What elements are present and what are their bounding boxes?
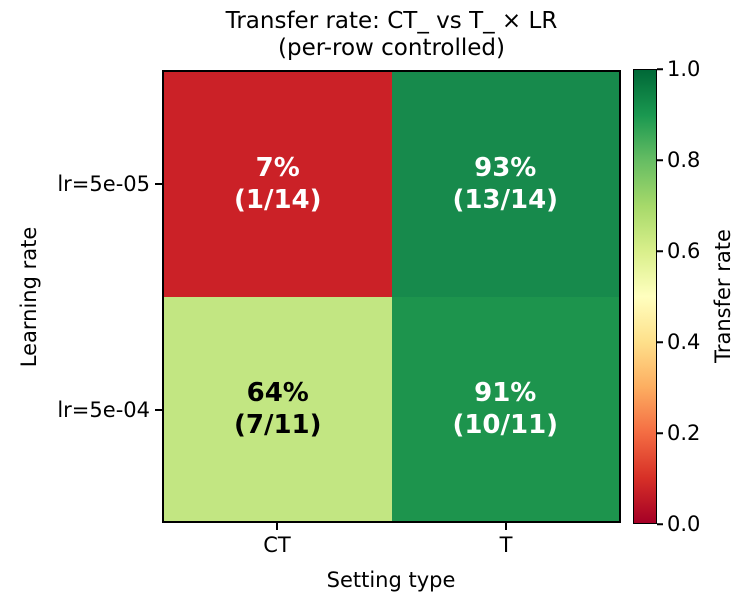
cell-pct: 7%: [255, 153, 300, 184]
chart-title-line2: (per-row controlled): [278, 35, 505, 61]
y-tick-mark: [155, 183, 162, 185]
cell-pct: 91%: [474, 377, 537, 408]
y-tick-label-row0: lr=5e-05: [57, 172, 150, 196]
cell-pct: 64%: [246, 377, 309, 408]
colorbar-tick-label: 0.4: [667, 330, 701, 354]
colorbar-tick-label: 0.8: [667, 148, 701, 172]
colorbar-tick-mark: [657, 250, 663, 252]
colorbar-tick-label: 0.6: [667, 239, 701, 263]
colorbar-tick-label: 0.2: [667, 421, 701, 445]
x-tick-mark: [505, 523, 507, 530]
colorbar-label: Transfer rate: [711, 229, 735, 363]
y-axis-label: Learning rate: [17, 226, 41, 368]
heatmap-cell-r1c0: 64% (7/11): [164, 296, 392, 521]
x-tick-label-t: T: [499, 533, 513, 557]
x-tick-label-ct: CT: [263, 533, 291, 557]
y-tick-label-row1: lr=5e-04: [57, 398, 150, 422]
y-tick-mark: [155, 409, 162, 411]
colorbar-tick-label: 1.0: [667, 57, 701, 81]
cell-pct: 93%: [474, 153, 537, 184]
cell-frac: (7/11): [233, 409, 322, 440]
colorbar-tick-mark: [657, 68, 663, 70]
heatmap-cell-r0c0: 7% (1/14): [164, 72, 392, 297]
heatmap-cell-r1c1: 91% (10/11): [391, 296, 619, 521]
colorbar: [633, 69, 657, 524]
colorbar-tick-mark: [657, 523, 663, 525]
chart-title: Transfer rate: CT_ vs T_ × LR (per-row c…: [162, 8, 621, 62]
x-tick-mark: [276, 523, 278, 530]
cell-frac: (13/14): [452, 185, 559, 216]
colorbar-tick-mark: [657, 341, 663, 343]
x-axis-label: Setting type: [326, 568, 456, 592]
heatmap-cell-r0c1: 93% (13/14): [391, 72, 619, 297]
heatmap: 7% (1/14) 93% (13/14) 64% (7/11) 91% (10…: [162, 70, 621, 523]
cell-frac: (1/14): [233, 185, 322, 216]
colorbar-tick-label: 0.0: [667, 512, 701, 536]
chart-title-line1: Transfer rate: CT_ vs T_ × LR: [225, 8, 558, 34]
cell-frac: (10/11): [452, 409, 559, 440]
colorbar-tick-mark: [657, 432, 663, 434]
colorbar-tick-mark: [657, 159, 663, 161]
